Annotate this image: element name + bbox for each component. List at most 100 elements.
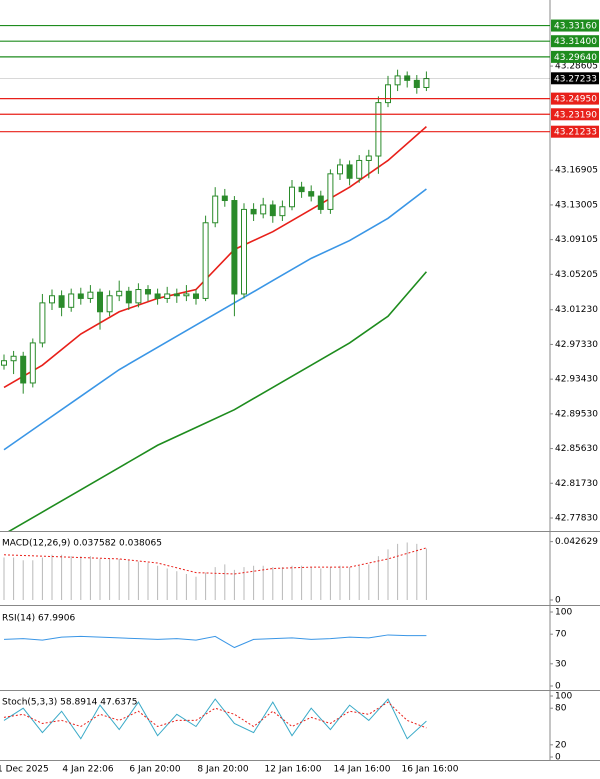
- level-label: 43.21233: [554, 128, 597, 138]
- y-tick-label: 0: [555, 596, 561, 606]
- candle-body: [317, 195, 324, 210]
- candle-body: [20, 355, 27, 384]
- x-tick-label: 4 Jan 22:06: [62, 765, 114, 775]
- y-tick-label: 43.05205: [555, 270, 598, 280]
- candle-body: [250, 208, 257, 215]
- y-tick-label: 43.01230: [555, 305, 598, 315]
- x-tick-label: 31 Dec 2025: [0, 765, 49, 775]
- candle-body: [87, 291, 94, 299]
- indicator-line: [3, 701, 427, 729]
- x-tick-label: 6 Jan 20:00: [129, 765, 181, 775]
- candle-body: [106, 295, 113, 313]
- x-tick-label: 12 Jan 16:00: [265, 765, 322, 775]
- candle-body: [269, 204, 276, 217]
- candle-body: [164, 293, 171, 299]
- x-tick-label: 16 Jan 16:00: [402, 765, 459, 775]
- indicator-line: [3, 547, 427, 575]
- y-tick-label: 100: [555, 692, 572, 702]
- candle-body: [279, 206, 286, 217]
- y-tick-label: 80: [555, 704, 567, 714]
- y-tick-label: 42.89530: [555, 409, 598, 419]
- panel-label: MACD(12,26,9) 0.037582 0.038065: [2, 539, 162, 549]
- y-tick-label: 42.81730: [555, 479, 598, 489]
- candle-body: [173, 293, 180, 297]
- candle-body: [365, 155, 372, 161]
- candle-body: [58, 295, 65, 308]
- candle-body: [413, 79, 420, 88]
- y-tick-label: 30: [555, 659, 567, 669]
- indicator-line: [3, 126, 427, 389]
- level-label-box: [551, 19, 599, 32]
- y-tick-label: 43.16905: [555, 166, 598, 176]
- y-tick-label: 0.042629: [555, 537, 598, 547]
- level-label: 43.31400: [554, 37, 597, 47]
- panel-label: RSI(14) 67.9906: [2, 614, 75, 624]
- candle-body: [183, 293, 190, 297]
- candle-body: [154, 293, 161, 299]
- panel: [1, 69, 430, 531]
- candle-body: [145, 289, 151, 295]
- candle-body: [10, 355, 17, 362]
- panel: [3, 542, 427, 600]
- y-tick-label: 70: [555, 630, 567, 640]
- candle-body: [49, 295, 55, 304]
- candle-body: [212, 195, 219, 224]
- y-tick-label: 100: [555, 608, 572, 618]
- candle-body: [193, 293, 199, 299]
- y-tick-label: 43.28605: [555, 62, 598, 72]
- indicator-line: [3, 634, 427, 649]
- candle-body: [260, 204, 267, 215]
- x-tick-label: 14 Jan 16:00: [334, 765, 391, 775]
- candle-body: [202, 222, 209, 299]
- level-label-box: [551, 108, 599, 121]
- candle-body: [97, 291, 103, 313]
- level-label: 43.27233: [554, 74, 597, 84]
- candle-body: [29, 342, 36, 384]
- indicator-line: [8, 271, 428, 531]
- y-tick-label: 0: [555, 753, 561, 763]
- x-tick-label: 8 Jan 20:00: [197, 765, 249, 775]
- level-label: 43.29640: [554, 53, 597, 63]
- level-label-box: [551, 35, 599, 48]
- level-label: 43.24950: [554, 95, 597, 105]
- level-label-box: [551, 72, 599, 85]
- candle-body: [404, 75, 411, 81]
- y-tick-label: 0: [555, 682, 561, 692]
- candle-body: [221, 195, 228, 202]
- y-tick-label: 42.97330: [555, 340, 598, 350]
- candle-body: [231, 200, 238, 295]
- y-tick-label: 42.85630: [555, 444, 598, 454]
- panel-label: Stoch(5,3,3) 58.8914 47.6375: [2, 698, 137, 708]
- panel: [3, 634, 427, 649]
- level-label-box: [551, 125, 599, 138]
- candle-body: [375, 102, 382, 157]
- candle-body: [77, 293, 84, 299]
- level-label: 43.33160: [554, 22, 597, 32]
- candle-body: [39, 302, 46, 344]
- indicator-line: [3, 698, 427, 740]
- candle-body: [125, 290, 132, 304]
- level-label-box: [551, 50, 599, 63]
- y-tick-label: 20: [555, 740, 567, 750]
- candle-body: [289, 186, 295, 208]
- candle-body: [385, 84, 391, 104]
- candle-body: [135, 289, 142, 304]
- candle-body: [298, 186, 305, 193]
- candle-body: [308, 191, 315, 197]
- level-label: 43.23190: [554, 110, 597, 120]
- y-tick-label: 42.93430: [555, 375, 598, 385]
- candle-body: [327, 173, 334, 210]
- candle-body: [1, 360, 7, 366]
- indicator-line: [3, 188, 427, 451]
- candle-body: [356, 159, 363, 179]
- candle-body: [346, 164, 353, 179]
- y-tick-label: 43.09105: [555, 235, 598, 245]
- level-label-box: [551, 92, 599, 105]
- candle-body: [241, 208, 247, 295]
- y-tick-label: 43.13005: [555, 200, 598, 210]
- candle-body: [68, 293, 75, 308]
- panel: [3, 698, 427, 740]
- y-tick-label: 42.77830: [555, 513, 598, 523]
